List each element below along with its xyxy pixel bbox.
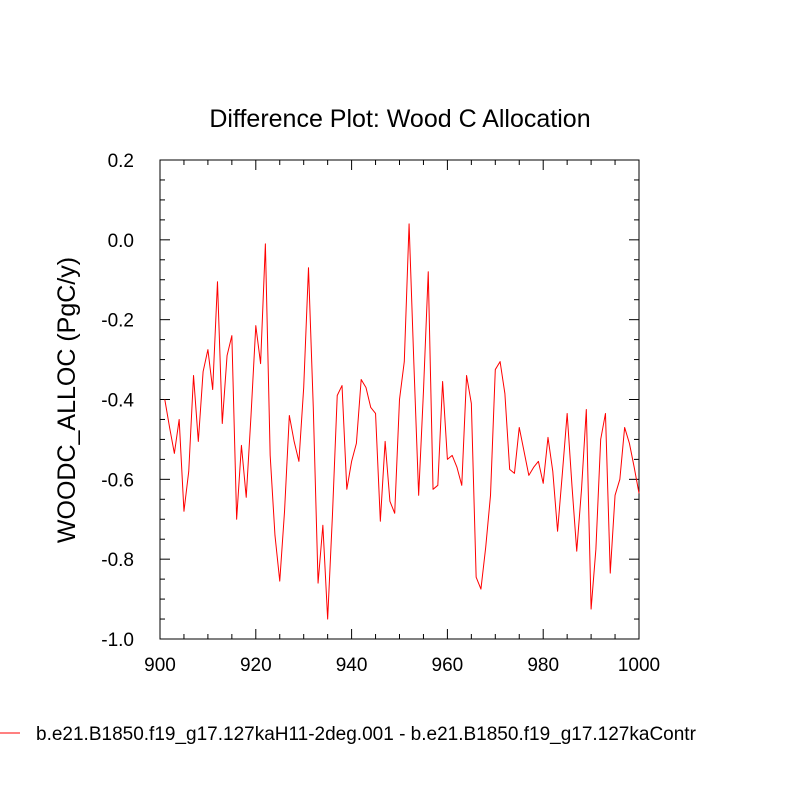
- chart-title: Difference Plot: Wood C Allocation: [209, 105, 590, 133]
- legend-label: b.e21.B1850.f19_g17.127kaH11-2deg.001 - …: [36, 724, 697, 745]
- y-tick-label: 0.0: [108, 231, 134, 252]
- y-tick-label: -1.0: [101, 630, 134, 651]
- y-tick-label: -0.2: [101, 311, 134, 332]
- y-tick-label: 0.2: [108, 151, 134, 172]
- x-tick-label: 960: [432, 655, 464, 676]
- axis-tick-labels: 900 920 940 960 980 1000 0.2 0.0 -0.2 -0.4 -0.6 -0.…: [101, 151, 660, 676]
- x-tick-label: 920: [240, 655, 272, 676]
- axis-ticks: [159, 159, 640, 640]
- series-line: [164, 223, 640, 620]
- y-axis-label: WOODC_ALLOC (PgC/y): [53, 257, 81, 543]
- x-tick-label: 1000: [618, 655, 660, 676]
- legend: b.e21.B1850.f19_g17.127kaH11-2deg.001 - …: [0, 724, 697, 745]
- x-tick-label: 940: [336, 655, 368, 676]
- y-tick-label: -0.4: [101, 391, 134, 412]
- x-tick-label: 900: [144, 655, 176, 676]
- x-tick-label: 980: [527, 655, 559, 676]
- series-layer: [164, 223, 640, 620]
- y-tick-label: -0.6: [101, 470, 134, 491]
- y-tick-label: -0.8: [101, 550, 134, 571]
